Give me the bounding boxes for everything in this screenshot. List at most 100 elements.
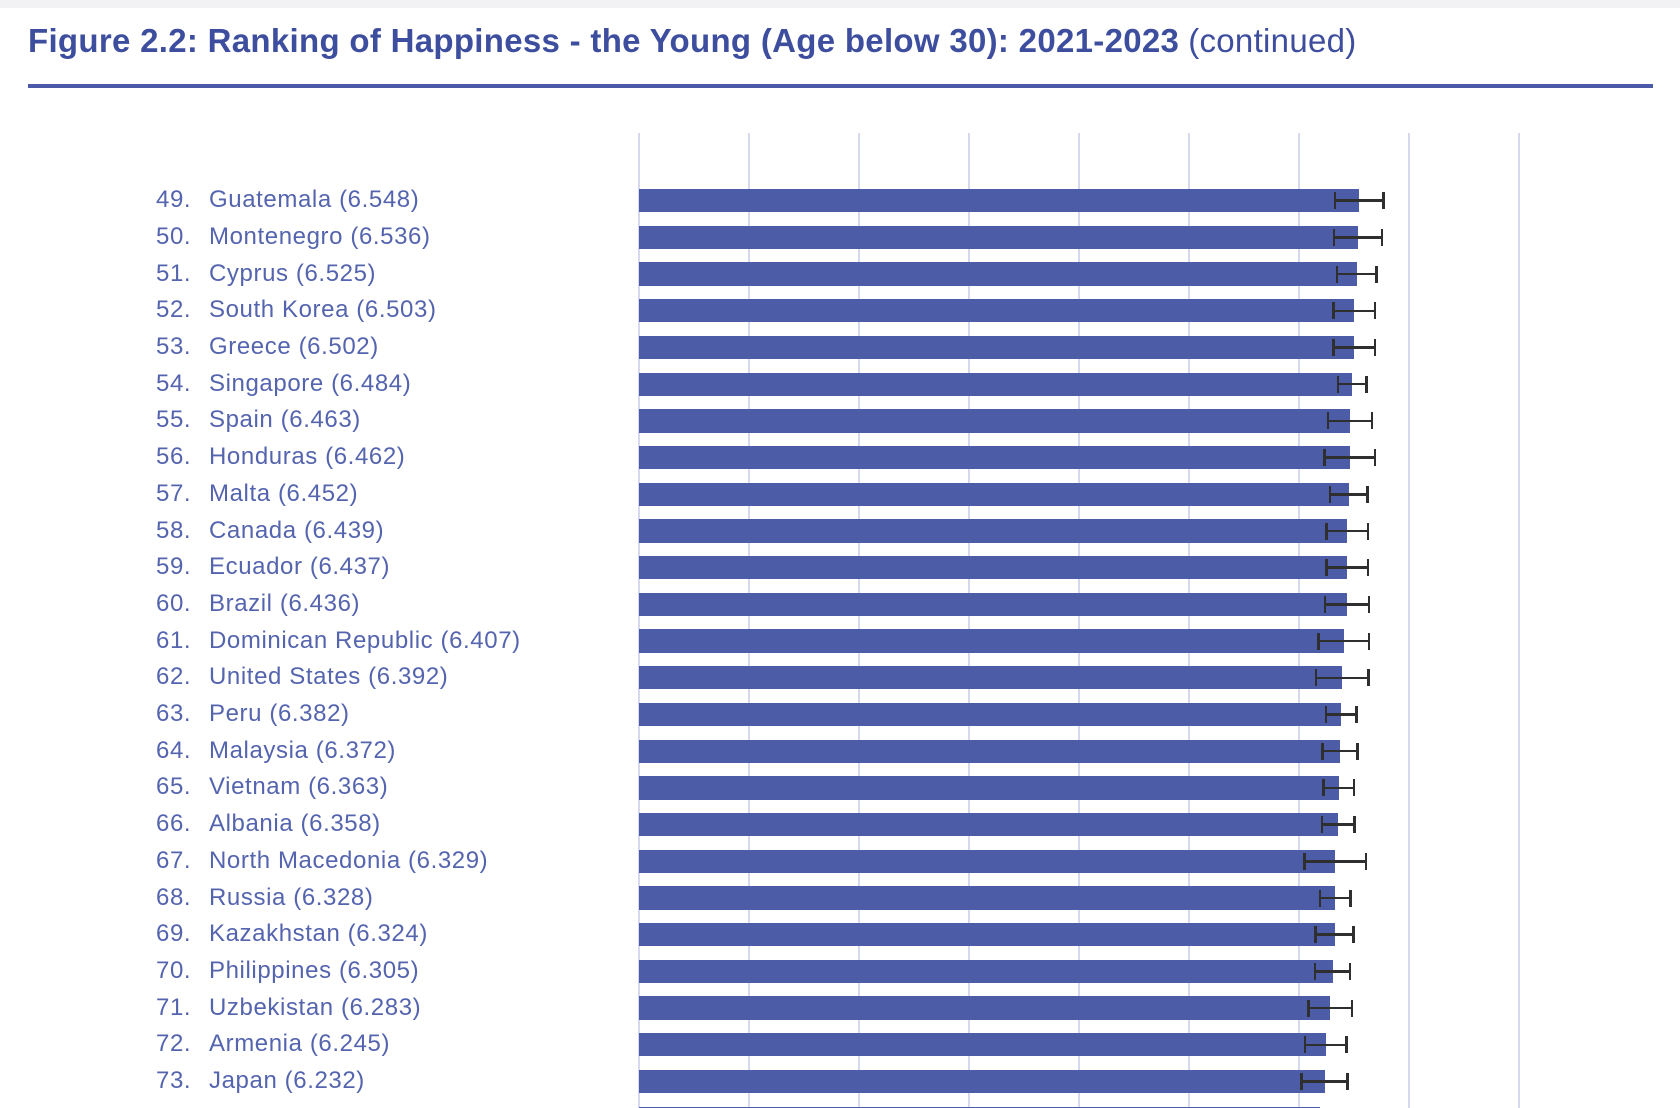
country-name-and-score: Malta (6.452) [209, 479, 359, 507]
figure-title-continued: (continued) [1188, 22, 1357, 59]
rank-number: 60. [156, 589, 192, 617]
country-name-and-score: Brazil (6.436) [209, 589, 361, 617]
error-bar-cap [1366, 559, 1370, 577]
rank-number: 61. [156, 626, 192, 654]
error-bar-line [1325, 529, 1370, 533]
error-bar-cap [1346, 1073, 1349, 1090]
x-gridline [1298, 133, 1300, 1108]
error-bar-cap [1307, 999, 1310, 1017]
error-bar-cap [1367, 632, 1371, 650]
country-bar [639, 996, 1331, 1020]
country-name-and-score: Armenia (6.245) [209, 1030, 391, 1058]
rank-number: 70. [156, 956, 192, 984]
error-bar-cap [1375, 265, 1378, 283]
error-bar-cap [1332, 302, 1335, 320]
country-bar [639, 519, 1348, 543]
country-bar [639, 556, 1348, 580]
country-bar [639, 372, 1353, 396]
error-bar-cap [1345, 1036, 1348, 1054]
error-bar-cap [1314, 926, 1317, 944]
country-name-and-score: Montenegro (6.536) [209, 222, 431, 250]
rank-number: 68. [156, 883, 192, 911]
error-bar-line [1335, 272, 1378, 276]
country-row-label: 58. Canada (6.439) [156, 517, 384, 545]
country-bar [639, 335, 1355, 360]
country-row-label: 72. Armenia (6.245) [156, 1030, 390, 1058]
error-bar-cap [1352, 779, 1356, 797]
error-bar-line [1332, 346, 1377, 349]
error-bar-line [1317, 639, 1371, 643]
country-bar [639, 923, 1335, 947]
error-bar-cap [1303, 1036, 1307, 1054]
country-bar [639, 959, 1333, 984]
country-row-label: 65. Vietnam (6.363) [156, 773, 388, 801]
x-gridline [638, 133, 640, 1108]
country-name-and-score: North Macedonia (6.329) [209, 846, 489, 874]
error-bar-line [1318, 896, 1352, 900]
error-bar-cap [1364, 852, 1368, 870]
error-bar-cap [1367, 595, 1371, 613]
country-name-and-score: South Korea (6.503) [209, 296, 437, 324]
error-bar-cap [1382, 192, 1385, 210]
error-bar-cap [1317, 632, 1320, 650]
error-bar-cap [1373, 449, 1377, 467]
country-bar [639, 666, 1343, 690]
error-bar-cap [1366, 522, 1370, 540]
country-row-label: 64. Malaysia (6.372) [156, 737, 396, 765]
country-name-and-score: Dominican Republic (6.407) [209, 626, 521, 654]
country-name-and-score: Kazakhstan (6.324) [209, 920, 428, 948]
error-bar-cap [1323, 449, 1326, 467]
country-row-label: 67. North Macedonia (6.329) [156, 847, 488, 875]
country-bar [639, 886, 1336, 910]
x-gridline [1078, 133, 1080, 1108]
country-name-and-score: Japan (6.232) [209, 1067, 365, 1094]
error-bar-line [1307, 1006, 1354, 1010]
country-row-label: 66. Albania (6.358) [156, 810, 381, 838]
error-bar-line [1325, 566, 1370, 569]
country-row-label: 62. United States (6.392) [156, 663, 448, 691]
x-gridline [858, 133, 860, 1108]
rank-number: 65. [156, 773, 192, 801]
country-row-label: 63. Peru (6.382) [156, 700, 350, 728]
error-bar-line [1300, 1080, 1349, 1083]
country-row-label: 49. Guatemala (6.548) [156, 186, 419, 214]
country-name-and-score: Canada (6.439) [209, 516, 385, 544]
error-bar-cap [1356, 742, 1359, 760]
error-bar-cap [1328, 485, 1332, 503]
error-bar-cap [1373, 339, 1377, 356]
error-bar-cap [1325, 559, 1328, 577]
error-bar-line [1303, 1043, 1348, 1047]
rank-number: 71. [156, 993, 192, 1021]
error-bar-line [1326, 419, 1374, 423]
country-row-label: 59. Ecuador (6.437) [156, 553, 390, 581]
country-name-and-score: Uzbekistan (6.283) [209, 993, 422, 1021]
country-name-and-score: Russia (6.328) [209, 883, 374, 911]
rank-number: 62. [156, 663, 192, 691]
error-bar-line [1314, 933, 1355, 936]
rank-number: 54. [156, 369, 192, 397]
error-bar-cap [1321, 742, 1324, 760]
country-name-and-score: Malaysia (6.372) [209, 736, 397, 764]
country-row-label: 57. Malta (6.452) [156, 480, 358, 508]
country-row-label: 55. Spain (6.463) [156, 406, 361, 434]
country-name-and-score: United States (6.392) [209, 663, 449, 691]
error-bar-cap [1320, 816, 1324, 834]
country-row-label: 54. Singapore (6.484) [156, 370, 411, 398]
error-bar-line [1314, 676, 1370, 680]
figure-title-main: Figure 2.2: Ranking of Happiness - the Y… [28, 22, 1180, 59]
country-row-label: 73. Japan (6.232) [156, 1067, 365, 1095]
country-bar [639, 409, 1350, 433]
error-bar-cap [1352, 926, 1355, 944]
country-name-and-score: Spain (6.463) [209, 406, 361, 434]
error-bar-cap [1313, 962, 1317, 980]
rank-number: 66. [156, 810, 192, 838]
country-row-label: 70. Philippines (6.305) [156, 957, 419, 985]
rank-number: 56. [156, 443, 192, 471]
country-name-and-score: Ecuador (6.437) [209, 553, 391, 581]
error-bar-cap [1325, 522, 1328, 540]
error-bar-cap [1380, 228, 1384, 246]
error-bar-cap [1373, 302, 1377, 320]
rank-number: 64. [156, 736, 192, 764]
country-name-and-score: Vietnam (6.363) [209, 773, 389, 801]
country-bar [639, 1069, 1325, 1094]
